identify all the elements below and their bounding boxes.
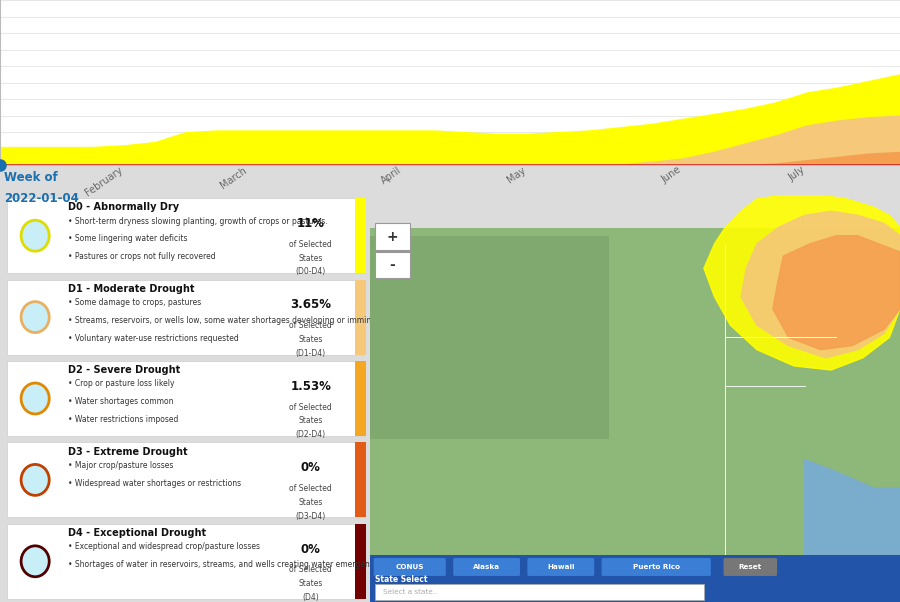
- FancyBboxPatch shape: [356, 280, 366, 355]
- Text: States: States: [299, 417, 323, 426]
- Text: 1.53%: 1.53%: [291, 380, 331, 393]
- Text: • Streams, reservoirs, or wells low, some water shortages developing or imminent: • Streams, reservoirs, or wells low, som…: [68, 316, 384, 325]
- Polygon shape: [704, 195, 900, 370]
- Text: of Selected: of Selected: [290, 484, 332, 493]
- Text: • Some damage to crops, pastures: • Some damage to crops, pastures: [68, 298, 202, 307]
- FancyBboxPatch shape: [375, 223, 410, 250]
- FancyBboxPatch shape: [7, 524, 363, 599]
- Circle shape: [21, 383, 50, 414]
- Text: • Water restrictions imposed: • Water restrictions imposed: [68, 415, 179, 424]
- Text: Hawaii: Hawaii: [547, 564, 574, 570]
- Text: D2 - Severe Drought: D2 - Severe Drought: [68, 365, 181, 375]
- FancyBboxPatch shape: [356, 442, 366, 517]
- Text: +: +: [386, 230, 398, 244]
- Circle shape: [21, 546, 50, 577]
- Polygon shape: [741, 211, 900, 358]
- Text: • Pastures or crops not fully recovered: • Pastures or crops not fully recovered: [68, 252, 216, 261]
- FancyBboxPatch shape: [7, 442, 363, 517]
- FancyBboxPatch shape: [375, 585, 704, 600]
- Text: • Widespread water shortages or restrictions: • Widespread water shortages or restrict…: [68, 479, 241, 488]
- FancyBboxPatch shape: [356, 524, 366, 599]
- Text: 2022-01-04: 2022-01-04: [4, 192, 79, 205]
- Text: D1 - Moderate Drought: D1 - Moderate Drought: [68, 284, 195, 294]
- Text: 3.65%: 3.65%: [291, 299, 331, 311]
- Text: States: States: [299, 498, 323, 507]
- Circle shape: [21, 220, 50, 251]
- Polygon shape: [773, 236, 900, 350]
- Text: 0%: 0%: [301, 461, 320, 474]
- Text: • Crop or pasture loss likely: • Crop or pasture loss likely: [68, 379, 175, 388]
- Text: (D0-D4): (D0-D4): [296, 267, 326, 276]
- FancyBboxPatch shape: [724, 558, 777, 576]
- Text: • Shortages of water in reservoirs, streams, and wells creating water emergencie: • Shortages of water in reservoirs, stre…: [68, 560, 385, 569]
- Text: (D3-D4): (D3-D4): [296, 512, 326, 521]
- FancyBboxPatch shape: [454, 558, 520, 576]
- Text: D0 - Abnormally Dry: D0 - Abnormally Dry: [68, 202, 180, 213]
- Text: -: -: [390, 258, 395, 273]
- Text: (D2-D4): (D2-D4): [296, 430, 326, 439]
- Text: D3 - Extreme Drought: D3 - Extreme Drought: [68, 447, 188, 456]
- FancyBboxPatch shape: [370, 228, 900, 561]
- Circle shape: [21, 464, 50, 495]
- Text: • Major crop/pasture losses: • Major crop/pasture losses: [68, 461, 174, 470]
- Text: State Select: State Select: [375, 575, 428, 584]
- FancyBboxPatch shape: [356, 198, 366, 273]
- Text: • Exceptional and widespread crop/pasture losses: • Exceptional and widespread crop/pastur…: [68, 542, 260, 551]
- Text: of Selected: of Selected: [290, 240, 332, 249]
- Text: Reset: Reset: [739, 564, 761, 570]
- Text: of Selected: of Selected: [290, 403, 332, 412]
- Text: States: States: [299, 335, 323, 344]
- FancyBboxPatch shape: [527, 558, 594, 576]
- Text: D4 - Exceptional Drought: D4 - Exceptional Drought: [68, 528, 207, 538]
- Text: Week of: Week of: [4, 171, 59, 184]
- FancyBboxPatch shape: [374, 558, 446, 576]
- FancyBboxPatch shape: [7, 198, 363, 273]
- FancyBboxPatch shape: [370, 236, 608, 439]
- FancyBboxPatch shape: [7, 361, 363, 436]
- Text: • Some lingering water deficits: • Some lingering water deficits: [68, 235, 188, 243]
- Text: Puerto Rico: Puerto Rico: [633, 564, 680, 570]
- Text: 0%: 0%: [301, 542, 320, 556]
- FancyBboxPatch shape: [7, 280, 363, 355]
- Text: (D4): (D4): [302, 593, 320, 602]
- FancyBboxPatch shape: [601, 558, 711, 576]
- Text: States: States: [299, 579, 323, 588]
- Text: of Selected: of Selected: [290, 565, 332, 574]
- Text: CONUS: CONUS: [395, 564, 424, 570]
- FancyBboxPatch shape: [356, 361, 366, 436]
- Text: (D1-D4): (D1-D4): [296, 349, 326, 358]
- Text: • Short-term dryness slowing planting, growth of crops or pastures.: • Short-term dryness slowing planting, g…: [68, 217, 328, 226]
- Text: States: States: [299, 253, 323, 262]
- Text: • Voluntary water-use restrictions requested: • Voluntary water-use restrictions reque…: [68, 334, 239, 343]
- Circle shape: [21, 302, 50, 332]
- Text: of Selected: of Selected: [290, 321, 332, 330]
- Text: Alaska: Alaska: [473, 564, 500, 570]
- FancyBboxPatch shape: [370, 555, 900, 602]
- Text: • Water shortages common: • Water shortages common: [68, 397, 174, 406]
- Text: 11%: 11%: [297, 217, 325, 230]
- Polygon shape: [805, 459, 900, 561]
- FancyBboxPatch shape: [375, 252, 410, 279]
- Text: Select a state..: Select a state..: [383, 589, 437, 595]
